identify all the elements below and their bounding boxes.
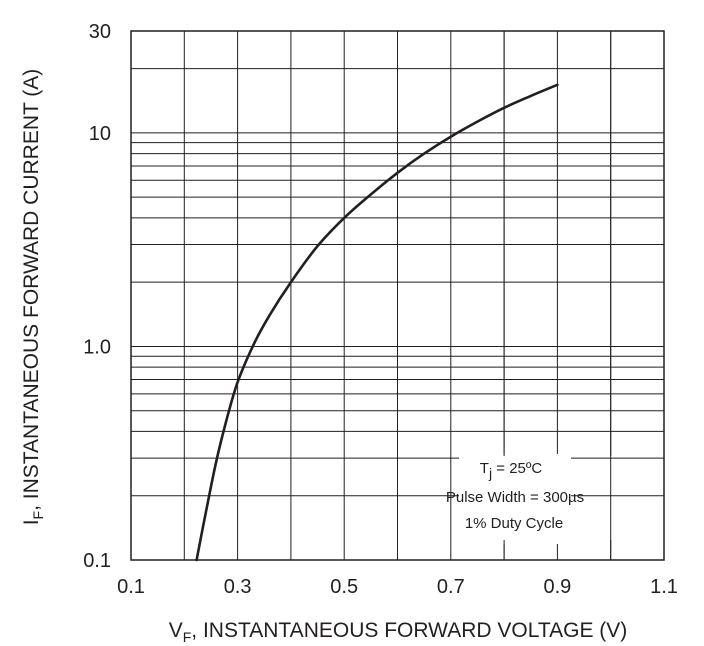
annotation-box: Tj = 25ºC Pulse Width = 300µs 1% Duty Cy… bbox=[446, 460, 584, 532]
grid bbox=[131, 31, 664, 560]
y-tick-label: 0.1 bbox=[83, 550, 111, 572]
annotation-tj: Tj = 25ºC bbox=[480, 460, 543, 481]
annotation-background bbox=[459, 454, 571, 544]
plot-frame bbox=[130, 30, 665, 561]
x-tick-labels: 0.1 0.3 0.5 0.7 0.9 1.1 bbox=[117, 576, 678, 598]
x-tick-label: 0.3 bbox=[224, 576, 252, 598]
x-tick-label: 0.5 bbox=[330, 576, 358, 598]
annotation-pulse-width: Pulse Width = 300µs bbox=[446, 489, 584, 506]
x-tick-label: 0.7 bbox=[437, 576, 465, 598]
series-line bbox=[195, 83, 559, 562]
x-tick-label: 0.9 bbox=[543, 576, 571, 598]
y-axis-label: IF, INSTANTANEOUS FORWARD CURRENT (A) bbox=[20, 69, 46, 526]
y-tick-label: 10 bbox=[89, 123, 111, 145]
y-tick-labels: 0.1 1.0 10 30 bbox=[83, 21, 111, 572]
y-tick-label: 30 bbox=[89, 21, 111, 43]
y-tick-label: 1.0 bbox=[83, 336, 111, 358]
series-group bbox=[195, 83, 559, 562]
x-tick-label: 1.1 bbox=[650, 576, 678, 598]
x-axis-label: VF, INSTANTANEOUS FORWARD VOLTAGE (V) bbox=[169, 619, 628, 645]
x-tick-label: 0.1 bbox=[117, 576, 145, 598]
annotation-duty-cycle: 1% Duty Cycle bbox=[465, 515, 563, 532]
